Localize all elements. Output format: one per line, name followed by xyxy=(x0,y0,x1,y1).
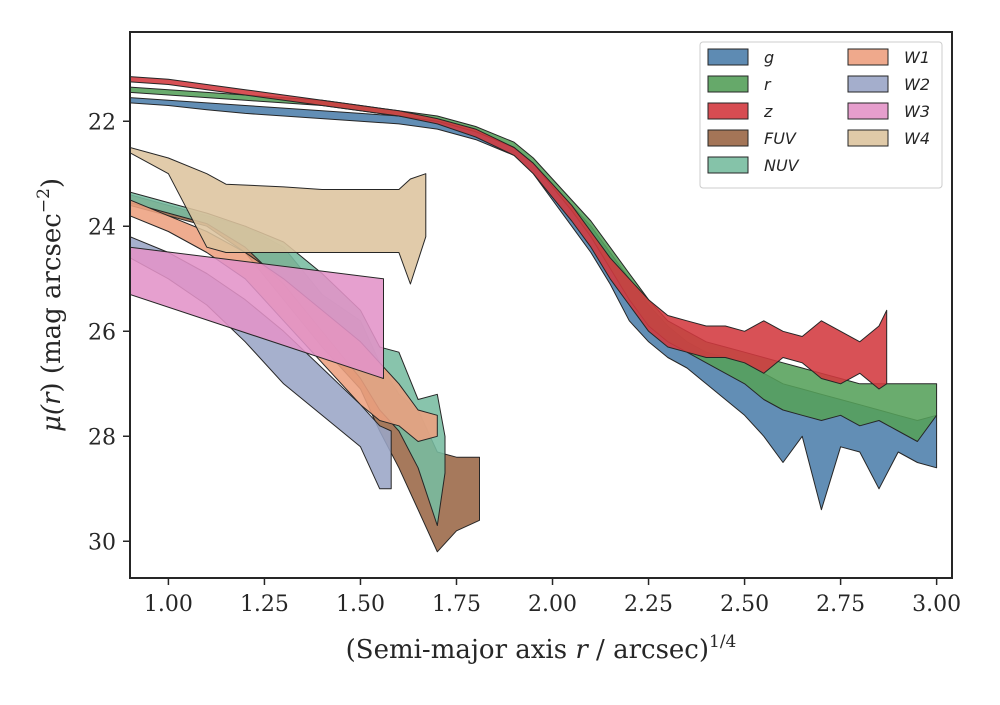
x-tick-label: 2.00 xyxy=(528,592,577,617)
y-tick-label: 26 xyxy=(88,320,116,345)
plot-frame xyxy=(129,31,953,579)
y-axis-label: μ(r) (mag arcsec−2) xyxy=(34,178,67,432)
x-tick-label: 1.25 xyxy=(240,592,289,617)
x-tick-label: 2.25 xyxy=(624,592,673,617)
legend-swatch xyxy=(707,48,749,66)
legend-swatch xyxy=(707,129,749,147)
legend-swatch xyxy=(847,102,889,120)
legend-label: g xyxy=(764,48,774,67)
x-tick-label: 1.50 xyxy=(336,592,385,617)
legend-label: r xyxy=(764,75,772,94)
legend-label: FUV xyxy=(764,129,797,148)
y-tick-label: 30 xyxy=(88,530,116,555)
x-tick-label: 1.00 xyxy=(144,592,193,617)
legend-swatch xyxy=(847,75,889,93)
x-tick-label: 2.50 xyxy=(720,592,769,617)
x-axis-label: (Semi-major axis r / arcsec)1/4 xyxy=(346,632,737,665)
y-axis: 22 24 26 28 30 xyxy=(88,110,130,555)
legend-label: W1 xyxy=(904,48,930,67)
legend-swatch xyxy=(707,156,749,174)
legend-label: W2 xyxy=(904,75,930,94)
legend-label: NUV xyxy=(764,156,800,175)
legend-swatch xyxy=(847,129,889,147)
x-tick-label: 3.00 xyxy=(912,592,961,617)
y-tick-label: 24 xyxy=(88,215,116,240)
legend-swatch xyxy=(707,75,749,93)
data-bands xyxy=(130,76,938,553)
legend-label: W3 xyxy=(904,102,930,121)
x-tick-label: 2.75 xyxy=(816,592,865,617)
band-W4 xyxy=(130,147,427,285)
legend-swatch xyxy=(707,102,749,120)
y-tick-label: 28 xyxy=(88,425,116,450)
band-W3 xyxy=(130,246,384,379)
x-axis: 1.00 1.25 1.50 1.75 2.00 2.25 2.50 2.75 3.00 xyxy=(144,578,961,617)
legend-label: W4 xyxy=(904,129,930,148)
y-tick-label: 22 xyxy=(88,110,116,135)
legend-label: z xyxy=(763,102,773,121)
legend-swatch xyxy=(847,48,889,66)
legend: grz FUV NUV W1 W2 W3 W4 xyxy=(699,41,943,189)
x-tick-label: 1.75 xyxy=(432,592,481,617)
band-z xyxy=(130,76,888,390)
